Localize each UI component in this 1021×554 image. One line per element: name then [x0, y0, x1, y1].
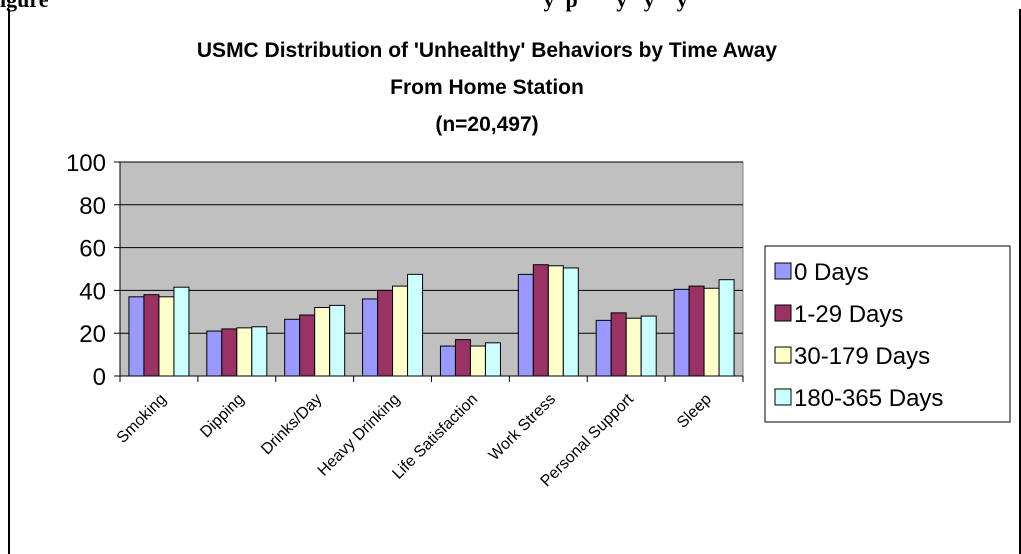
legend-box: [764, 245, 1011, 423]
y-tick-label: 20: [79, 321, 106, 348]
bar-180-365-days-sleep: [718, 279, 735, 377]
chart-title-line-1: USMC Distribution of 'Unhealthy' Behavio…: [197, 39, 778, 62]
bar-0-days-sleep: [673, 288, 690, 377]
bar-30-179-days-drinks-day: [314, 307, 331, 377]
y-tick-label: 60: [79, 236, 106, 263]
x-tick-label: Heavy Drinking: [315, 391, 404, 480]
bar-1-29-days-personal-support: [610, 312, 627, 377]
bar-180-365-days-smoking: [173, 286, 190, 377]
legend-swatch: [774, 262, 792, 280]
legend-swatch: [774, 388, 792, 406]
bar-0-days-life-satisfaction: [439, 345, 456, 377]
legend: 0 Days 1-29 Days 30-179 Days 180-365 Days: [764, 245, 1011, 423]
bar-1-29-days-smoking: [143, 294, 160, 377]
y-tick-label: 80: [79, 193, 106, 220]
bar-30-179-days-dipping: [236, 327, 253, 377]
chart-title: USMC Distribution of 'Unhealthy' Behavio…: [197, 39, 778, 136]
plot-area: 0 20 40 60 80 100 Smoking Dipping Drinks/DayHeav…: [66, 150, 744, 490]
bar-1-29-days-sleep: [688, 285, 705, 377]
bar-1-29-days-dipping: [221, 328, 238, 377]
legend-swatch: [774, 346, 792, 364]
bar-30-179-days-sleep: [703, 287, 720, 377]
legend-label: 0 Days: [794, 259, 869, 286]
bar-180-365-days-drinks-day: [329, 304, 346, 377]
legend-label: 180-365 Days: [794, 385, 943, 412]
chart-title-line-2: From Home Station: [390, 76, 584, 99]
bar-1-29-days-heavy-drinking: [377, 289, 394, 377]
bar-0-days-personal-support: [595, 319, 612, 377]
bar-1-29-days-work-stress: [532, 264, 549, 377]
bar-180-365-days-heavy-drinking: [407, 273, 424, 377]
chart-title-line-3: (n=20,497): [435, 113, 538, 136]
bar-0-days-heavy-drinking: [362, 298, 379, 377]
bar-0-days-smoking: [128, 296, 145, 377]
bar-180-365-days-personal-support: [640, 315, 657, 377]
x-tick-label: Drinks/Day: [258, 391, 325, 458]
legend-label: 1-29 Days: [794, 301, 903, 328]
bar-30-179-days-life-satisfaction: [469, 345, 486, 377]
bar-30-179-days-work-stress: [547, 265, 564, 377]
legend-swatch: [774, 304, 792, 322]
x-tick-label: Smoking: [114, 391, 170, 447]
x-tick-label: Sleep: [674, 391, 715, 432]
y-tick-label: 40: [79, 278, 106, 305]
bar-180-365-days-work-stress: [562, 267, 579, 377]
bar-1-29-days-life-satisfaction: [454, 339, 471, 377]
bar-180-365-days-dipping: [251, 326, 268, 377]
bar-180-365-days-life-satisfaction: [484, 342, 501, 377]
bar-30-179-days-heavy-drinking: [392, 285, 409, 377]
x-tick-label: Work Stress: [486, 391, 559, 464]
bar-30-179-days-smoking: [158, 296, 175, 377]
legend-label: 30-179 Days: [794, 343, 930, 370]
figure-caption-cutoff: igure y p y y y: [0, 0, 1021, 17]
bar-0-days-drinks-day: [284, 318, 301, 377]
x-tick-label: Dipping: [197, 391, 247, 441]
x-tick-label: Life Satisfaction: [389, 391, 481, 483]
y-tick-label: 100: [66, 150, 106, 177]
bar-30-179-days-personal-support: [625, 317, 642, 377]
bar-0-days-work-stress: [517, 273, 534, 377]
y-tick-label: 0: [93, 364, 106, 391]
bar-1-29-days-drinks-day: [299, 314, 316, 377]
bar-0-days-dipping: [206, 330, 223, 377]
